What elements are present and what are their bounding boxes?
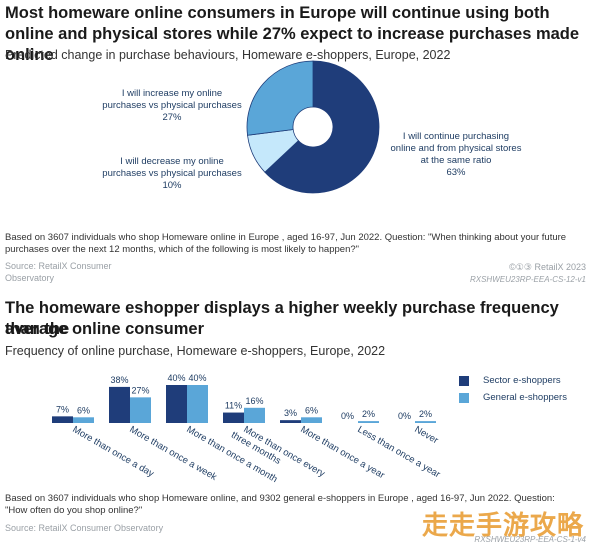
bar-label-1-2: 40% bbox=[188, 373, 206, 383]
chart1-source-line2: Observatory bbox=[5, 273, 55, 283]
pie-label-increase-pct: 27% bbox=[162, 112, 182, 123]
pie-label-increase-line1: I will increase my online bbox=[121, 88, 223, 99]
bar-label-1-6: 2% bbox=[419, 409, 432, 419]
pie-label-increase: I will increase my online purchases vs p… bbox=[92, 88, 252, 124]
bar-label-0-0: 7% bbox=[56, 404, 69, 414]
bar-1-5 bbox=[358, 421, 379, 423]
chart1-brand: ©①③ RetailX 2023 bbox=[509, 262, 586, 273]
pie-label-decrease: I will decrease my online purchases vs p… bbox=[92, 156, 252, 192]
pie-label-increase-line2: purchases vs physical purchases bbox=[102, 100, 242, 111]
pie-label-continue: I will continue purchasing online and fr… bbox=[376, 131, 536, 179]
pie-label-continue-line2: online and from physical stores bbox=[390, 143, 522, 154]
bar-label-0-1: 38% bbox=[110, 375, 128, 385]
bar-label-1-4: 6% bbox=[305, 405, 318, 415]
pie-label-decrease-pct: 10% bbox=[162, 180, 182, 191]
chart1-brand-text: RetailX 2023 bbox=[534, 262, 586, 272]
pie-label-continue-line3: at the same ratio bbox=[420, 155, 492, 166]
chart2-title-line1: The homeware eshopper displays a higher … bbox=[5, 299, 559, 338]
chart2-note-line2: "How often do you shop online?" bbox=[5, 505, 143, 516]
bar-0-3 bbox=[223, 412, 244, 423]
chart1-source: Source: RetailX Consumer bbox=[5, 261, 112, 271]
pie-label-decrease-line2: purchases vs physical purchases bbox=[102, 168, 242, 179]
donut-slices bbox=[246, 60, 380, 194]
bar-1-2 bbox=[187, 385, 208, 423]
chart1-note-line2: purchases over the next 12 months, which… bbox=[5, 244, 360, 255]
chart2-subtitle: Frequency of online purchase, Homeware e… bbox=[5, 344, 386, 358]
bar-label-0-5: 0% bbox=[341, 411, 354, 421]
donut-slice-0 bbox=[264, 60, 380, 194]
pie-label-continue-pct: 63% bbox=[446, 167, 466, 178]
bar-label-0-3: 11% bbox=[225, 401, 242, 411]
bar-label-0-4: 3% bbox=[284, 408, 297, 418]
bar-label-0-6: 0% bbox=[398, 411, 411, 421]
watermark: 走走手游攻略 bbox=[421, 510, 584, 540]
chart1-code: RXSHWEU23RP-EEA-CS-12-v1 bbox=[469, 275, 586, 284]
legend-label-general: General e-shoppers bbox=[483, 392, 567, 403]
chart1-note-line1: Based on 3607 individuals who shop Homew… bbox=[5, 232, 567, 243]
bar-label-1-3: 16% bbox=[245, 396, 263, 406]
chart1-title: Most homeware online consumers in Europe… bbox=[5, 4, 580, 64]
category-label-6: Never bbox=[413, 424, 440, 446]
bar-1-0 bbox=[73, 417, 94, 423]
bar-label-1-1: 27% bbox=[131, 385, 149, 395]
legend-item-sector: Sector e-shoppers bbox=[459, 375, 561, 386]
chart2-title-line2: average online consumer bbox=[5, 320, 204, 338]
donut-chart bbox=[246, 60, 380, 194]
chart1-note: Based on 3607 individuals who shop Homew… bbox=[5, 232, 594, 256]
pie-label-decrease-line1: I will decrease my online bbox=[120, 156, 224, 167]
bar-0-0 bbox=[52, 416, 73, 423]
donut-slice-2 bbox=[246, 60, 314, 136]
chart2-code: RXSHWEU23RP-EEA-CS-1-v4 bbox=[474, 535, 586, 544]
bar-label-1-5: 2% bbox=[362, 409, 375, 419]
license-icon: ©①③ bbox=[509, 262, 532, 272]
legend-swatch-general bbox=[459, 392, 469, 403]
legend-label-sector: Sector e-shoppers bbox=[483, 375, 561, 386]
pie-label-continue-line1: I will continue purchasing bbox=[402, 131, 510, 142]
bar-1-3 bbox=[244, 407, 265, 423]
bar-0-2 bbox=[166, 385, 187, 423]
chart2-note-line1: Based on 3607 individuals who shop Homew… bbox=[5, 493, 555, 504]
legend-item-general: General e-shoppers bbox=[459, 392, 567, 403]
bar-0-1 bbox=[109, 386, 130, 423]
chart2-note: Based on 3607 individuals who shop Homew… bbox=[5, 493, 594, 517]
bar-1-4 bbox=[301, 417, 322, 423]
bar-1-6 bbox=[415, 421, 436, 423]
bar-1-1 bbox=[130, 397, 151, 423]
bar-0-4 bbox=[280, 420, 301, 423]
chart1-subtitle: Predicted change in purchase behaviours,… bbox=[5, 48, 451, 62]
bar-label-1-0: 6% bbox=[77, 405, 90, 415]
chart2-source: Source: RetailX Consumer Observatory bbox=[5, 523, 164, 533]
legend-swatch-sector bbox=[459, 375, 469, 386]
bar-label-0-2: 40% bbox=[167, 373, 185, 383]
